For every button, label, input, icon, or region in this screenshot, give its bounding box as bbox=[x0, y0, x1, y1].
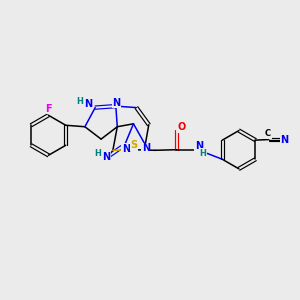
Text: H: H bbox=[95, 149, 102, 158]
Text: C: C bbox=[265, 129, 271, 138]
Text: H: H bbox=[76, 97, 83, 106]
Text: S: S bbox=[130, 140, 138, 150]
Text: N: N bbox=[142, 143, 150, 153]
Text: N: N bbox=[84, 99, 92, 109]
Text: N: N bbox=[112, 98, 121, 108]
Text: H: H bbox=[200, 149, 206, 158]
Text: N: N bbox=[195, 141, 203, 151]
Text: N: N bbox=[122, 143, 130, 154]
Text: F: F bbox=[45, 104, 52, 114]
Text: N: N bbox=[280, 134, 289, 145]
Text: O: O bbox=[178, 122, 186, 132]
Text: N: N bbox=[102, 152, 110, 162]
